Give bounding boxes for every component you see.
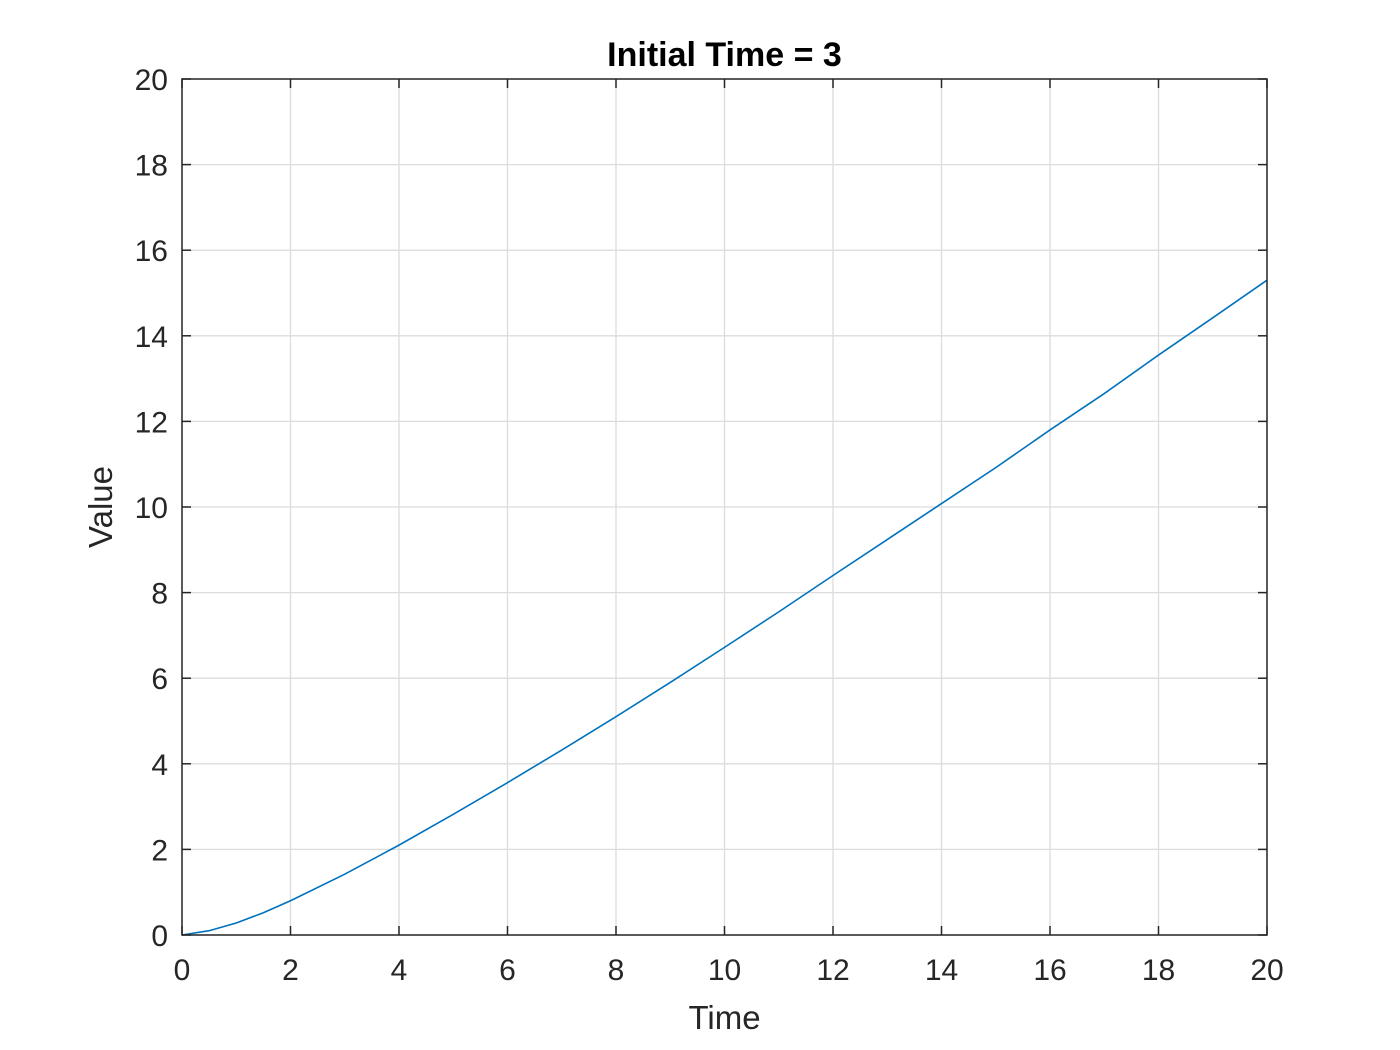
y-tick-label: 4: [151, 749, 168, 782]
x-tick-label: 18: [1142, 954, 1175, 987]
y-tick-label: 16: [135, 235, 168, 268]
x-tick-label: 10: [708, 954, 741, 987]
y-tick-label: 10: [135, 492, 168, 525]
y-tick-label: 2: [151, 834, 168, 867]
x-axis-label: Time: [688, 999, 760, 1036]
x-tick-label: 12: [816, 954, 849, 987]
y-tick-label: 6: [151, 663, 168, 696]
x-tick-label: 6: [499, 954, 516, 987]
x-tick-label: 4: [391, 954, 408, 987]
x-tick-label: 14: [925, 954, 958, 987]
y-tick-label: 8: [151, 578, 168, 611]
y-tick-label: 18: [135, 150, 168, 183]
x-tick-label: 0: [174, 954, 191, 987]
series-layer: [181, 279, 1268, 936]
chart-title: Initial Time = 3: [607, 36, 842, 74]
y-tick-label: 20: [135, 64, 168, 97]
y-tick-label: 0: [151, 920, 168, 953]
ticks: 0 2 4 6 8 10 12 14 16 18 20 0 2 4 6 8 10 12 14 16 18 20: [135, 64, 1284, 987]
x-tick-label: 8: [608, 954, 625, 987]
series-line-0: [181, 279, 1268, 936]
x-tick-label: 16: [1033, 954, 1066, 987]
y-tick-label: 12: [135, 406, 168, 439]
y-tick-label: 14: [135, 321, 168, 354]
x-tick-label: 2: [282, 954, 299, 987]
x-tick-label: 20: [1250, 954, 1283, 987]
y-axis-label: Value: [82, 466, 119, 548]
